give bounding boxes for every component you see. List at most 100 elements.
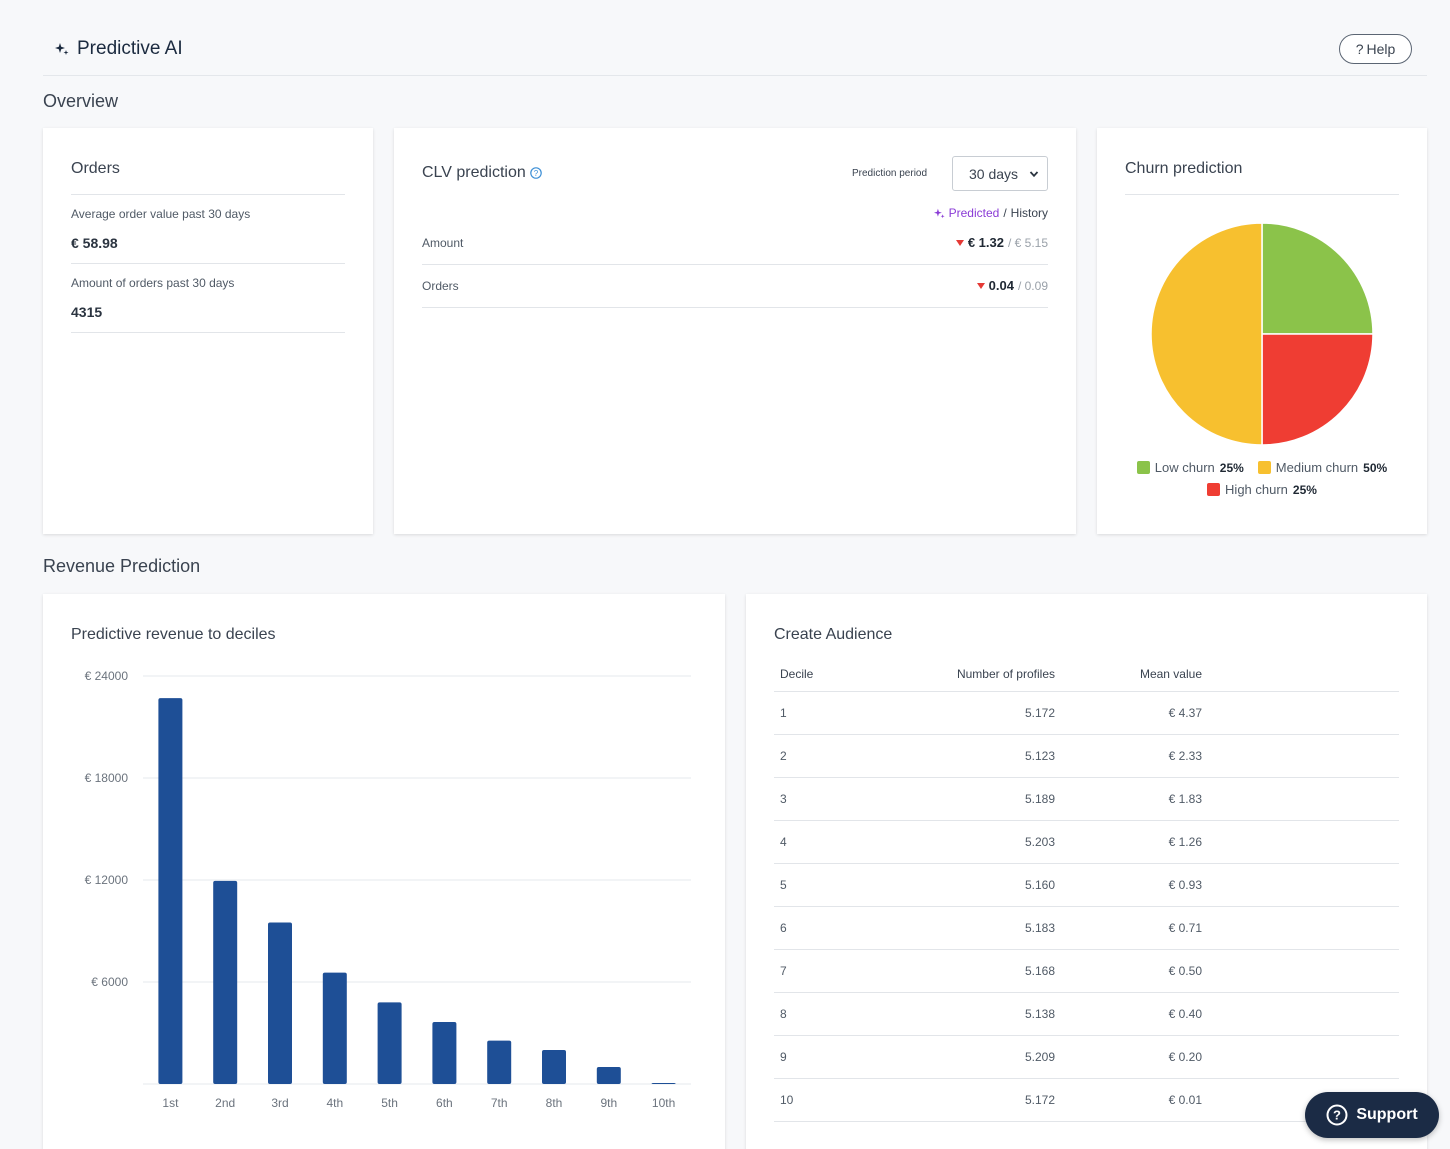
prediction-period-label: Prediction period xyxy=(852,168,928,179)
cell-decile: 5 xyxy=(774,863,874,907)
chart-title: Predictive revenue to deciles xyxy=(71,626,276,643)
cell-profiles: 5.172 xyxy=(874,691,1061,735)
table-row[interactable]: 7 5.168 € 0.50 xyxy=(774,949,1399,993)
clv-card: CLV prediction ? Prediction period 30 da… xyxy=(394,128,1076,534)
x-tick-label: 6th xyxy=(436,1096,453,1110)
legend-item-high-churn[interactable]: High churn 25% xyxy=(1207,482,1317,497)
table-row[interactable]: 2 5.123 € 2.33 xyxy=(774,734,1399,778)
audience-title: Create Audience xyxy=(774,626,893,643)
x-tick-label: 1st xyxy=(162,1096,179,1110)
history-label: History xyxy=(1010,206,1048,220)
bar[interactable] xyxy=(651,1083,676,1084)
cell-mean: € 1.83 xyxy=(1061,777,1208,821)
bar[interactable] xyxy=(487,1040,512,1084)
help-button[interactable]: ? Help xyxy=(1339,34,1412,64)
revenue-bar-chart: € 6000 € 12000 € 18000 € 24000 1st 2nd 3rd 4th 5… xyxy=(85,669,691,1110)
cell-empty xyxy=(1208,906,1399,950)
cell-empty xyxy=(1208,820,1399,864)
table-row[interactable]: 5 5.160 € 0.93 xyxy=(774,863,1399,907)
bar[interactable] xyxy=(158,698,183,1084)
pie-slice-high-churn[interactable] xyxy=(1261,333,1374,446)
cell-profiles: 5.189 xyxy=(874,777,1061,821)
churn-pie-chart xyxy=(1150,222,1374,446)
y-tick-label: € 18000 xyxy=(85,771,129,785)
revenue-chart-card: Predictive revenue to deciles € 6000 € 12… xyxy=(43,594,725,1149)
bar[interactable] xyxy=(542,1050,566,1084)
cell-empty xyxy=(1208,949,1399,993)
svg-text:?: ? xyxy=(1333,1108,1341,1123)
cell-profiles: 5.138 xyxy=(874,992,1061,1036)
cell-decile: 8 xyxy=(774,992,874,1036)
svg-text:?: ? xyxy=(534,169,539,178)
bar[interactable] xyxy=(377,1002,402,1084)
clv-row-values: € 1.32 / € 5.15 xyxy=(955,235,1048,250)
x-tick-label: 4th xyxy=(326,1096,343,1110)
legend-item-medium-churn[interactable]: Medium churn 50% xyxy=(1257,460,1387,475)
top-bar: Predictive AI ? Help xyxy=(43,28,1427,76)
info-icon[interactable]: ? xyxy=(529,167,542,179)
cell-mean: € 0.20 xyxy=(1061,1035,1208,1079)
support-button[interactable]: ? Support xyxy=(1305,1092,1439,1138)
cell-mean: € 0.50 xyxy=(1061,949,1208,993)
pie-slice-medium-churn[interactable] xyxy=(1150,222,1263,446)
table-row[interactable]: 9 5.209 € 0.20 xyxy=(774,1035,1399,1079)
column-header-empty xyxy=(1208,658,1399,692)
order-count-value: 4315 xyxy=(71,304,103,320)
create-audience-card: Create Audience Decile Number of profile… xyxy=(746,594,1427,1149)
audience-table-body: 1 5.172 € 4.37 2 5.123 € 2.33 3 5.189 € 1.83 4 5.2… xyxy=(774,691,1399,1122)
clv-row-values: 0.04 / 0.09 xyxy=(976,278,1048,293)
x-tick-label: 10th xyxy=(652,1096,675,1110)
x-tick-label: 5th xyxy=(381,1096,398,1110)
sparkle-icon xyxy=(933,208,945,218)
support-label: Support xyxy=(1356,1106,1418,1123)
cell-empty xyxy=(1208,863,1399,907)
legend-pct: 25% xyxy=(1292,482,1317,497)
section-title-revenue: Revenue Prediction xyxy=(43,556,201,576)
cell-decile: 4 xyxy=(774,820,874,864)
x-tick-label: 3rd xyxy=(271,1096,288,1110)
cell-mean: € 0.01 xyxy=(1061,1078,1208,1122)
pie-slice-low-churn[interactable] xyxy=(1261,222,1374,335)
history-value: / 0.09 xyxy=(1017,278,1048,293)
table-row[interactable]: 1 5.172 € 4.37 xyxy=(774,691,1399,735)
bar[interactable] xyxy=(268,922,292,1085)
divider xyxy=(71,263,345,264)
table-row[interactable]: 8 5.138 € 0.40 xyxy=(774,992,1399,1036)
legend-swatch xyxy=(1136,461,1150,474)
cell-mean: € 4.37 xyxy=(1061,691,1208,735)
brand: Predictive AI xyxy=(55,38,183,60)
prediction-period-value: 30 days xyxy=(969,165,1019,182)
help-circle-icon: ? xyxy=(1326,1104,1348,1126)
avg-order-label: Average order value past 30 days xyxy=(71,207,251,221)
y-tick-label: € 12000 xyxy=(85,873,129,887)
bar[interactable] xyxy=(322,972,347,1084)
orders-card: Orders Average order value past 30 days … xyxy=(43,128,373,534)
bar[interactable] xyxy=(213,880,238,1084)
table-header-row: Decile Number of profiles Mean value xyxy=(774,658,1399,692)
x-tick-label: 8th xyxy=(546,1096,563,1110)
cell-profiles: 5.183 xyxy=(874,906,1061,950)
audience-table: Decile Number of profiles Mean value 1 5.… xyxy=(774,658,1399,1122)
table-row[interactable]: 3 5.189 € 1.83 xyxy=(774,777,1399,821)
cell-mean: € 2.33 xyxy=(1061,734,1208,778)
table-row[interactable]: 6 5.183 € 0.71 xyxy=(774,906,1399,950)
cell-decile: 7 xyxy=(774,949,874,993)
cell-profiles: 5.209 xyxy=(874,1035,1061,1079)
bar[interactable] xyxy=(432,1021,457,1084)
churn-legend-row: Low churn 25% Medium churn 50% xyxy=(1097,460,1427,475)
chevron-down-icon xyxy=(1029,171,1039,178)
cell-profiles: 5.168 xyxy=(874,949,1061,993)
cell-mean: € 1.26 xyxy=(1061,820,1208,864)
table-row[interactable]: 4 5.203 € 1.26 xyxy=(774,820,1399,864)
cell-empty xyxy=(1208,1035,1399,1079)
column-header-decile: Decile xyxy=(774,658,874,692)
bar[interactable] xyxy=(596,1067,621,1084)
prediction-period-select[interactable]: 30 days xyxy=(952,156,1048,191)
legend-item-low-churn[interactable]: Low churn 25% xyxy=(1136,460,1244,475)
cell-decile: 10 xyxy=(774,1078,874,1122)
cell-empty xyxy=(1208,734,1399,778)
y-tick-label: € 6000 xyxy=(91,975,128,989)
trend-down-icon xyxy=(976,282,985,289)
cell-decile: 2 xyxy=(774,734,874,778)
column-header-mean: Mean value xyxy=(1061,658,1208,692)
